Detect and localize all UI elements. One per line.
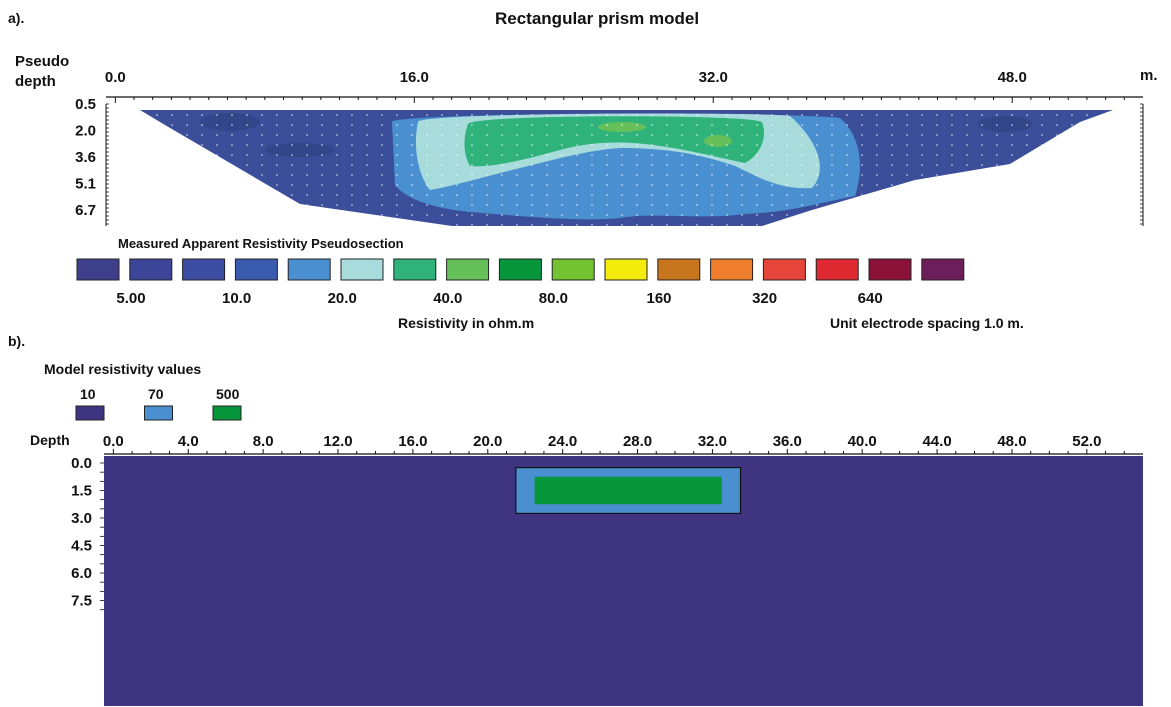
model-legend-title: Model resistivity values (44, 361, 202, 377)
model-x-tick-label: 0.0 (103, 433, 124, 450)
colorbar-label: 320 (752, 290, 777, 307)
colorbar-label: 10.0 (222, 290, 251, 307)
model-x-tick-label: 44.0 (922, 433, 951, 450)
model-x-tick-label: 36.0 (773, 433, 802, 450)
pseudo-depth-label-line1: Pseudo (15, 53, 70, 70)
colorbar-swatch (551, 258, 595, 281)
colorbar-swatch (76, 258, 120, 281)
model-depth-tick-label: 3.0 (71, 510, 92, 527)
model-depth-tick-label: 7.5 (71, 593, 92, 610)
colorbar-swatch (710, 258, 754, 281)
model-depth-tick-label: 1.5 (71, 483, 92, 500)
colorbar-swatch (762, 258, 806, 281)
pseudo-depth-tick-label: 2.0 (75, 123, 96, 140)
pseudosection-dot-grid (140, 110, 1113, 226)
model-depth-tick-label: 6.0 (71, 565, 92, 582)
figure-title: Rectangular prism model (495, 9, 700, 28)
colorbar-label: 20.0 (328, 290, 357, 307)
colorbar-label: 80.0 (539, 290, 568, 307)
x-unit-label: m. (1140, 67, 1158, 84)
model-x-tick-label: 4.0 (178, 433, 199, 450)
colorbar-label: 5.00 (116, 290, 145, 307)
model-x-tick-label: 8.0 (253, 433, 274, 450)
pseudosection-title: Measured Apparent Resistivity Pseudosect… (118, 236, 404, 251)
colorbar-swatch (287, 258, 331, 281)
colorbar-swatch (234, 258, 278, 281)
model-x-tick-label: 12.0 (323, 433, 352, 450)
pseudosection-x-axis: 0.0 16.0 32.0 48.0 (105, 69, 1143, 103)
model-x-tick-label: 52.0 (1072, 433, 1101, 450)
colorbar-swatch (129, 258, 173, 281)
colorbar-label: 640 (858, 290, 883, 307)
pseudosection (140, 110, 1113, 226)
colorbar-swatch (921, 258, 965, 281)
pseudo-depth-tick-label: 0.5 (75, 96, 96, 113)
resistivity-unit-label: Resistivity in ohm.m (398, 315, 535, 331)
colorbar-swatch (182, 258, 226, 281)
model-legend-swatch (144, 405, 173, 421)
model-legend-swatch (212, 405, 242, 421)
model-legend (75, 405, 242, 421)
pseudo-x-tick-label: 32.0 (699, 69, 728, 86)
colorbar-swatch (815, 258, 859, 281)
model-x-tick-label: 16.0 (398, 433, 427, 450)
model-legend-value-1: 70 (148, 386, 164, 402)
pseudo-x-tick-label: 48.0 (998, 69, 1027, 86)
colorbar-swatch (446, 258, 490, 281)
model-x-tick-label: 48.0 (997, 433, 1026, 450)
pseudo-depth-tick-label: 3.6 (75, 149, 96, 166)
panel-a-label: a). (8, 10, 25, 26)
model-section (104, 456, 1143, 706)
pseudo-x-tick-label: 0.0 (105, 69, 126, 86)
model-x-axis: 0.0 4.0 8.0 12.0 16.0 20.0 24.0 28.0 32.0 36.0 40.… (103, 433, 1143, 455)
colorbar-swatch (604, 258, 648, 281)
model-legend-swatch (75, 405, 105, 421)
electrode-spacing-label: Unit electrode spacing 1.0 m. (830, 315, 1024, 331)
colorbar-swatch (657, 258, 701, 281)
model-x-tick-label: 24.0 (548, 433, 577, 450)
colorbar-swatch (498, 258, 542, 281)
model-x-tick-label: 20.0 (473, 433, 502, 450)
model-legend-value-2: 500 (216, 386, 240, 402)
colorbar-label: 160 (646, 290, 671, 307)
panel-b-label: b). (8, 333, 26, 349)
colorbar-swatch (340, 258, 384, 281)
pseudo-depth-label-line2: depth (15, 73, 56, 90)
model-x-tick-label: 40.0 (848, 433, 877, 450)
pseudo-x-tick-label: 16.0 (400, 69, 429, 86)
model-legend-value-0: 10 (80, 386, 96, 402)
model-depth-tick-label: 0.0 (71, 455, 92, 472)
colorbar-label: 40.0 (433, 290, 462, 307)
pseudo-depth-tick-label: 6.7 (75, 202, 96, 219)
model-depth-tick-label: 4.5 (71, 538, 92, 555)
colorbar: 5.00 10.0 20.0 40.0 80.0 160 320 640 (76, 258, 965, 307)
colorbar-swatch (393, 258, 437, 281)
prism-inner-zone (534, 476, 722, 505)
model-x-tick-label: 32.0 (698, 433, 727, 450)
depth-axis-label: Depth (30, 432, 70, 448)
colorbar-swatch (868, 258, 912, 281)
model-depth-axis: 0.0 1.5 3.0 4.5 6.0 7.5 (71, 455, 104, 611)
pseudosection-depth-axis: 0.5 2.0 3.6 5.1 6.7 (75, 96, 1144, 226)
model-x-tick-label: 28.0 (623, 433, 652, 450)
pseudo-depth-tick-label: 5.1 (75, 176, 96, 193)
